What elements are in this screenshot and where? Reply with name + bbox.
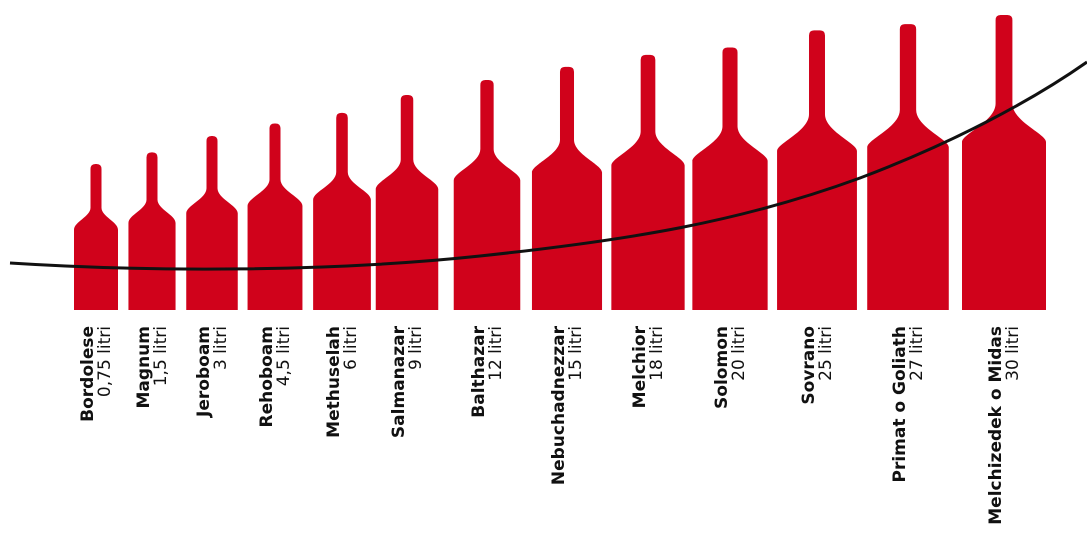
bottle-solomon [692, 47, 768, 311]
bottle-volume-label: 27 litri [907, 326, 927, 381]
bottle-volume-label: 20 litri [729, 326, 749, 381]
bottle-volume-label: 9 litri [406, 326, 426, 370]
bottle-jeroboam [186, 136, 238, 310]
bottle-rehoboam [247, 123, 303, 311]
bottle-volume-label: 4,5 litri [274, 326, 294, 386]
bottle-volume-label: 0,75 litri [95, 326, 115, 397]
bottle-volume-label: 25 litri [816, 326, 836, 381]
bottle-volume-label: 15 litri [566, 326, 586, 381]
bottle-name-label: Nebuchadnezzar [549, 325, 569, 485]
bottle-name-label: Primat o Goliath [890, 326, 910, 483]
bottle-name-label: Balthazar [469, 325, 489, 417]
bottle-salmanazar [375, 95, 439, 310]
bottle-magnum [128, 152, 176, 310]
bottle-melchior [611, 54, 685, 310]
bottle-volume-label: 6 litri [341, 326, 361, 370]
bottle-name-label: Methuselah [324, 326, 344, 438]
bottle-sovrano [777, 30, 857, 311]
bottle-primat-o-goliath [867, 24, 949, 310]
bottle-volume-label: 1,5 litri [151, 326, 171, 386]
bottle-name-label: Melchior [630, 325, 650, 408]
bottle-volume-label: 30 litri [1003, 326, 1023, 381]
bottle-nebuchadnezzar [531, 66, 603, 310]
bottle-volume-label: 3 litri [211, 326, 231, 370]
bottle-name-label: Melchizedek o Midas [986, 326, 1006, 525]
bottle-name-label: Magnum [134, 326, 154, 408]
bottles-group [74, 15, 1046, 311]
bottle-melchizedek-o-midas [962, 15, 1046, 310]
bottle-bordolese [74, 164, 118, 310]
bottle-volume-label: 18 litri [647, 326, 667, 381]
bottle-volume-label: 12 litri [486, 326, 506, 381]
bottle-name-label: Bordolese [78, 326, 98, 422]
bottle-methuselah [313, 112, 371, 310]
bottle-name-label: Jeroboam [194, 326, 214, 418]
bottle-name-label: Solomon [712, 326, 732, 409]
bottle-name-label: Salmanazar [389, 325, 409, 438]
bottle-name-label: Sovrano [799, 326, 819, 405]
trend-curve [9, 60, 1087, 271]
bottle-balthazar [453, 80, 521, 311]
bottle-name-label: Rehoboam [257, 326, 277, 427]
